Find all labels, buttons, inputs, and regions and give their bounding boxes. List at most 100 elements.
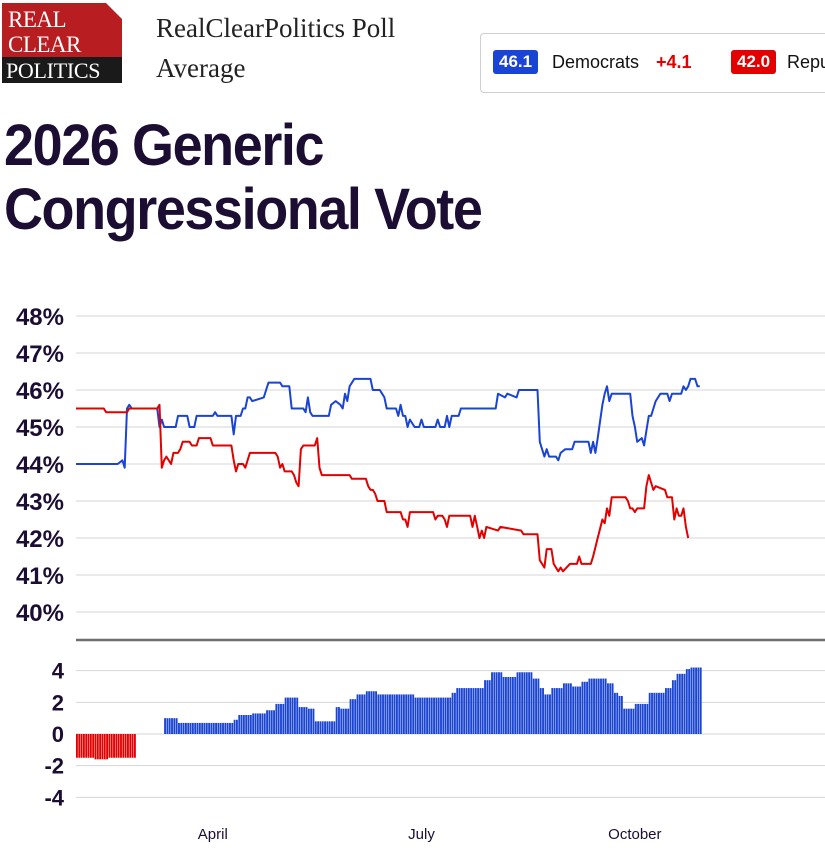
spread-bar [637,703,640,734]
spread-bar [108,734,111,758]
spread-bar [655,692,658,734]
spread-bar [625,708,628,734]
line-chart-y-tick-label: 42% [16,526,64,553]
spread-bar [94,734,97,760]
spread-bar [484,680,486,734]
spread-bar [588,678,591,734]
spread-bar [409,694,412,734]
rep-value-badge: 42.0 [731,50,777,74]
spread-bar [516,672,519,734]
spread-bar [493,672,496,734]
spread-bar [131,734,134,758]
spread-bar [180,722,183,734]
spread-bar [249,715,252,734]
spread-bar [224,722,227,734]
series-line-republicans [76,403,690,573]
line-chart-y-tick-label: 44% [16,452,64,479]
spread-bar [245,715,248,734]
spread-bar [78,734,81,758]
spread-bar [101,734,104,760]
spread-bar [354,699,357,734]
line-chart-y-tick-label: 46% [16,378,64,405]
spread-bar [356,694,359,734]
dem-lead: +4.1 [656,52,692,72]
spread-bar [229,722,231,734]
spread-bar [215,722,217,734]
spread-bar [372,691,375,734]
spread-bar [530,672,533,734]
spread-bar [328,721,331,734]
spread-bar [187,722,190,734]
spread-bar [182,722,185,734]
spread-bar [178,722,180,734]
spread-bar [683,673,686,734]
spread-bar [426,697,429,734]
spread-bar [437,697,440,734]
spread-bar [491,672,493,734]
x-axis-label-october: October [608,826,661,843]
series-line-democrats [76,377,700,469]
spread-bar [444,697,447,734]
line-chart-y-tick-label: 40% [16,600,64,627]
spread-bar [518,672,521,734]
spread-bar [389,694,391,734]
spread-bar [676,673,679,734]
spread-bar [344,708,347,734]
spread-bar [99,734,102,760]
line-chart-y-tick-label: 47% [16,341,64,368]
spread-bar [560,688,563,734]
spread-bar [270,710,273,734]
site-title[interactable]: RealClearPolitics Poll Average [156,8,466,88]
spread-bar [76,734,78,758]
spread-bar [370,691,373,734]
poll-summary-box: 46.1 Democrats +4.1 42.0 Republicans [480,33,825,93]
spread-bar [583,681,586,734]
spread-bar [351,699,354,734]
spread-bar [291,697,294,734]
spread-bar [384,694,387,734]
spread-bar [219,722,222,734]
spread-bar [89,734,92,758]
spread-bar [106,734,109,760]
spread-bar [472,688,475,734]
spread-bar [317,721,320,734]
spread-bar [82,734,85,758]
spread-bar [474,688,477,734]
rcp-logo[interactable]: REAL CLEAR POLITICS [2,3,122,83]
spread-bar [393,694,396,734]
logo-line-3: POLITICS [6,58,101,83]
spread-bar [572,686,575,734]
spread-bar [252,713,255,734]
spread-bar [110,734,113,758]
spread-bar [312,708,315,734]
spread-bar [699,667,702,734]
spread-bar [284,697,287,734]
spread-bar [486,680,489,734]
spread-bar [630,708,633,734]
spread-bar [363,694,366,734]
page-title-line-2: Congressional Vote [4,177,483,242]
spread-bar [546,694,549,734]
spread-bar [535,678,538,734]
spread-bar [349,699,352,734]
spread-bar [335,707,338,734]
spread-bar [340,708,343,734]
spread-bar [194,722,197,734]
spread-bar [85,734,88,758]
spread-bar [447,697,449,734]
spread-bar [261,713,264,734]
spread-bar [667,688,670,734]
spread-bar [321,721,324,734]
spread-bar [428,697,431,734]
spread-bar [532,678,535,734]
spread-bar [581,681,584,734]
spread-bar [509,677,512,734]
spread-bar [498,672,500,734]
spread-bar [368,691,371,734]
line-chart-y-tick-label: 48% [16,304,64,331]
spread-bar [451,692,454,734]
spread-bar [287,697,289,734]
spread-bar [208,722,211,734]
spread-bar [511,677,514,734]
spread-bar [602,678,605,734]
